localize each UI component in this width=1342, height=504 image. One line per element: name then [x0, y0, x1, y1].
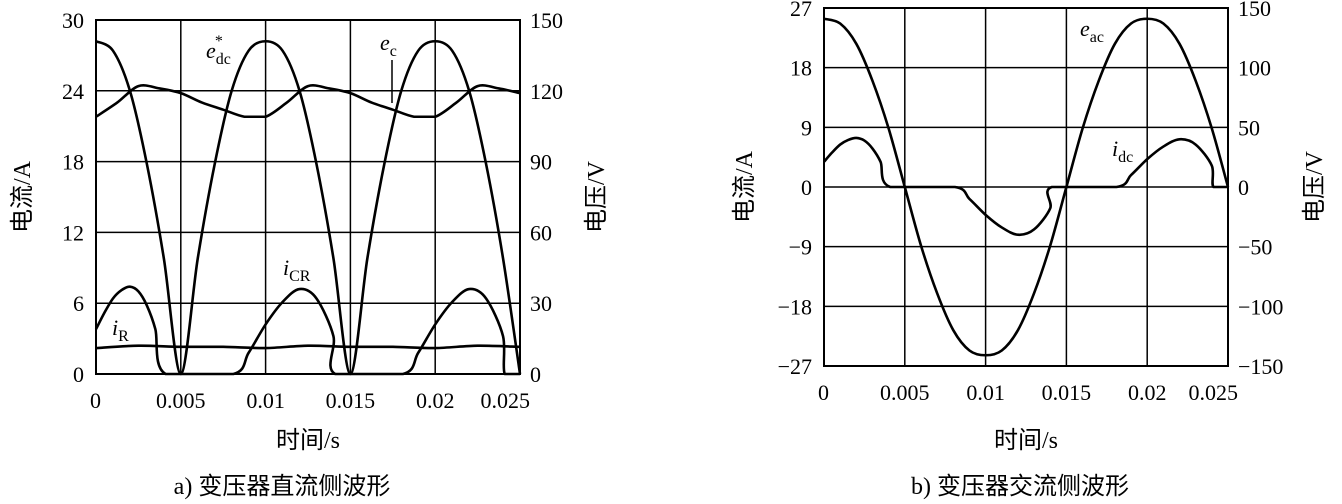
chart-a-grid [96, 20, 520, 374]
chart-b-y-tick-label-right: 150 [1238, 0, 1271, 21]
chart-b-y-tick-label-right: −100 [1238, 294, 1283, 319]
chart-b-y-tick-label-left: 18 [790, 56, 812, 81]
chart-b-x-tick-label: 0 [818, 380, 829, 405]
chart-a-series-line-e-dc- [95, 39, 522, 376]
chart-a-label-i-cr: iCR [283, 255, 311, 285]
chart-b-x-tick-label: 0.005 [880, 380, 930, 405]
chart-b-y-tick-label-left: 9 [801, 115, 812, 140]
chart-a-label-e-c: ec [380, 30, 397, 60]
chart-a-y-tick-label-left: 18 [62, 150, 84, 175]
chart-a-label-i-r: iR [112, 315, 129, 345]
chart-a-x-tick-label: 0.005 [156, 388, 206, 413]
chart-a-y-tick-label-right: 0 [530, 362, 541, 387]
chart-a-ylabel-left: 电流/A [9, 160, 36, 233]
chart-b-y-ticks-right: −150 −100 −50 0 50 100 150 [1238, 0, 1283, 379]
chart-b-y-tick-label-right: −50 [1238, 235, 1272, 260]
chart-b-y-ticks-left: −27 −18 −9 0 9 18 27 [778, 0, 812, 379]
chart-a-ylabel-right: 电压/V [583, 160, 610, 233]
chart-b-y-tick-label-right: −150 [1238, 354, 1283, 379]
chart-b-series [823, 17, 1230, 357]
chart-b-x-ticks: 0 0.005 0.01 0.015 0.02 0.025 [818, 380, 1238, 405]
chart-a-y-tick-label-right: 90 [530, 150, 552, 175]
chart-b-y-tick-label-right: 100 [1238, 56, 1271, 81]
chart-a-series-line-i-r [95, 344, 521, 350]
chart-a-plot-frame [95, 19, 521, 375]
chart-b-series-line-e-ac [823, 17, 1230, 357]
chart-a-y-ticks-left: 0 6 12 18 24 30 [62, 8, 84, 387]
chart-b-x-tick-label: 0.02 [1128, 380, 1167, 405]
chart-a-x-tick-label: 0.02 [416, 388, 455, 413]
chart-b-label-e-ac: eac [1080, 16, 1104, 46]
chart-b-ac-side: 0 0.005 0.01 0.015 0.02 0.025 −27−18−9091827 … [731, 0, 1328, 500]
chart-a-y-tick-label-right: 150 [530, 8, 563, 33]
chart-a-x-ticks: 0 0.005 0.01 0.015 0.02 0.025 [90, 388, 530, 413]
chart-b-x-tick-label: 0.025 [1189, 380, 1239, 405]
chart-a-x-tick-label: 0.025 [481, 388, 531, 413]
chart-a-series-line-e-c [95, 84, 521, 119]
chart-b-y-tick-label-left: −18 [778, 294, 812, 319]
chart-a-x-tick-label: 0.015 [326, 388, 376, 413]
chart-b-y-tick-label-left: 27 [790, 0, 812, 21]
chart-a-y-tick-label-left: 24 [62, 79, 84, 104]
chart-b-label-i-dc: idc [1112, 136, 1133, 166]
chart-a-label-e-dc: edc* [206, 33, 231, 68]
chart-b-x-tick-label: 0.015 [1042, 380, 1092, 405]
chart-a-x-tick-label: 0 [90, 388, 101, 413]
chart-a-series-line-i-cr [94, 285, 520, 376]
chart-b-ylabel-right: 电压/V [1301, 150, 1328, 223]
chart-a-y-tick-label-left: 6 [73, 291, 84, 316]
chart-b-y-tick-label-right: 0 [1238, 175, 1249, 200]
chart-a-y-tick-label-right: 120 [530, 79, 563, 104]
chart-b-ylabel-left: 电流/A [731, 150, 758, 223]
chart-a-caption: a) 变压器直流侧波形 [174, 473, 391, 500]
chart-a-xlabel: 时间/s [276, 427, 340, 454]
chart-b-series-line-i-dc [823, 136, 1228, 237]
chart-a-y-tick-label-right: 30 [530, 291, 552, 316]
chart-a-y-tick-label-right: 60 [530, 220, 552, 245]
chart-b-caption: b) 变压器交流侧波形 [911, 473, 1129, 500]
chart-a-y-ticks-right: 0 30 60 90 120 150 [530, 8, 563, 387]
chart-a-y-tick-label-left: 12 [62, 220, 84, 245]
chart-b-y-tick-label-right: 50 [1238, 115, 1260, 140]
chart-b-y-tick-label-left: −9 [789, 235, 812, 260]
chart-b-xlabel: 时间/s [994, 427, 1058, 454]
chart-a-y-tick-label-left: 30 [62, 8, 84, 33]
chart-b-x-tick-label: 0.01 [966, 380, 1005, 405]
chart-a-x-tick-label: 0.01 [246, 388, 285, 413]
chart-a-y-tick-label-left: 0 [73, 362, 84, 387]
chart-a-dc-side: 0 0.005 0.01 0.015 0.02 0.025 0 6 12 18 24 30 0 30 6… [9, 8, 610, 500]
chart-a-series [94, 39, 522, 376]
chart-b-y-tick-label-left: −27 [778, 354, 812, 379]
chart-b-y-tick-label-left: 0 [801, 175, 812, 200]
